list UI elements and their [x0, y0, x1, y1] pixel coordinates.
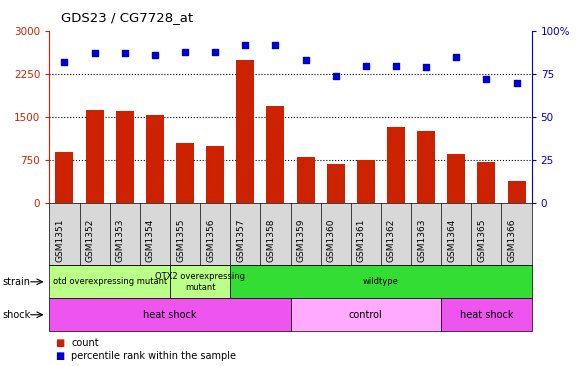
Text: ■: ■ — [55, 338, 64, 348]
Bar — [236, 60, 254, 203]
Point — [512, 80, 521, 86]
Text: GSM1360: GSM1360 — [327, 218, 336, 262]
Point — [150, 52, 160, 58]
Bar — [146, 115, 164, 203]
Bar — [55, 152, 74, 203]
Bar — [176, 143, 194, 203]
Text: OTX2 overexpressing
mutant: OTX2 overexpressing mutant — [155, 272, 245, 292]
Point — [451, 54, 461, 60]
Text: control: control — [349, 310, 383, 320]
Text: GSM1365: GSM1365 — [478, 218, 486, 262]
Text: GDS23 / CG7728_at: GDS23 / CG7728_at — [61, 11, 193, 24]
Bar — [508, 181, 526, 203]
Bar — [387, 127, 405, 203]
Point — [421, 64, 431, 70]
Text: GSM1353: GSM1353 — [116, 218, 125, 262]
Text: GSM1352: GSM1352 — [85, 218, 95, 262]
Point — [361, 63, 371, 68]
Point — [60, 59, 69, 65]
Text: GSM1354: GSM1354 — [146, 218, 155, 262]
Text: GSM1356: GSM1356 — [206, 218, 215, 262]
Bar — [478, 162, 496, 203]
Text: GSM1366: GSM1366 — [508, 218, 517, 262]
Bar — [357, 160, 375, 203]
Bar — [267, 106, 285, 203]
Text: heat shock: heat shock — [143, 310, 197, 320]
Text: GSM1364: GSM1364 — [447, 218, 456, 262]
Point — [271, 42, 280, 48]
Text: GSM1362: GSM1362 — [387, 218, 396, 262]
Bar — [327, 164, 345, 203]
Text: wildtype: wildtype — [363, 277, 399, 286]
Point — [482, 76, 491, 82]
Text: GSM1363: GSM1363 — [417, 218, 426, 262]
Point — [392, 63, 401, 68]
Bar — [85, 110, 103, 203]
Point — [210, 49, 220, 55]
Text: heat shock: heat shock — [460, 310, 513, 320]
Point — [241, 42, 250, 48]
Bar — [206, 146, 224, 203]
Text: GSM1359: GSM1359 — [296, 218, 306, 262]
Bar — [447, 154, 465, 203]
Text: GSM1361: GSM1361 — [357, 218, 366, 262]
Text: GSM1358: GSM1358 — [267, 218, 275, 262]
Text: GSM1357: GSM1357 — [236, 218, 245, 262]
Text: percentile rank within the sample: percentile rank within the sample — [71, 351, 236, 361]
Point — [120, 51, 130, 56]
Text: strain: strain — [3, 277, 31, 287]
Text: otd overexpressing mutant: otd overexpressing mutant — [52, 277, 167, 286]
Text: GSM1355: GSM1355 — [176, 218, 185, 262]
Text: count: count — [71, 338, 99, 348]
Text: GSM1351: GSM1351 — [55, 218, 64, 262]
Bar — [417, 131, 435, 203]
Point — [331, 73, 340, 79]
Text: shock: shock — [3, 310, 31, 320]
Point — [90, 51, 99, 56]
Bar — [296, 157, 315, 203]
Point — [301, 57, 310, 63]
Bar — [116, 111, 134, 203]
Text: ■: ■ — [55, 351, 64, 361]
Point — [180, 49, 189, 55]
